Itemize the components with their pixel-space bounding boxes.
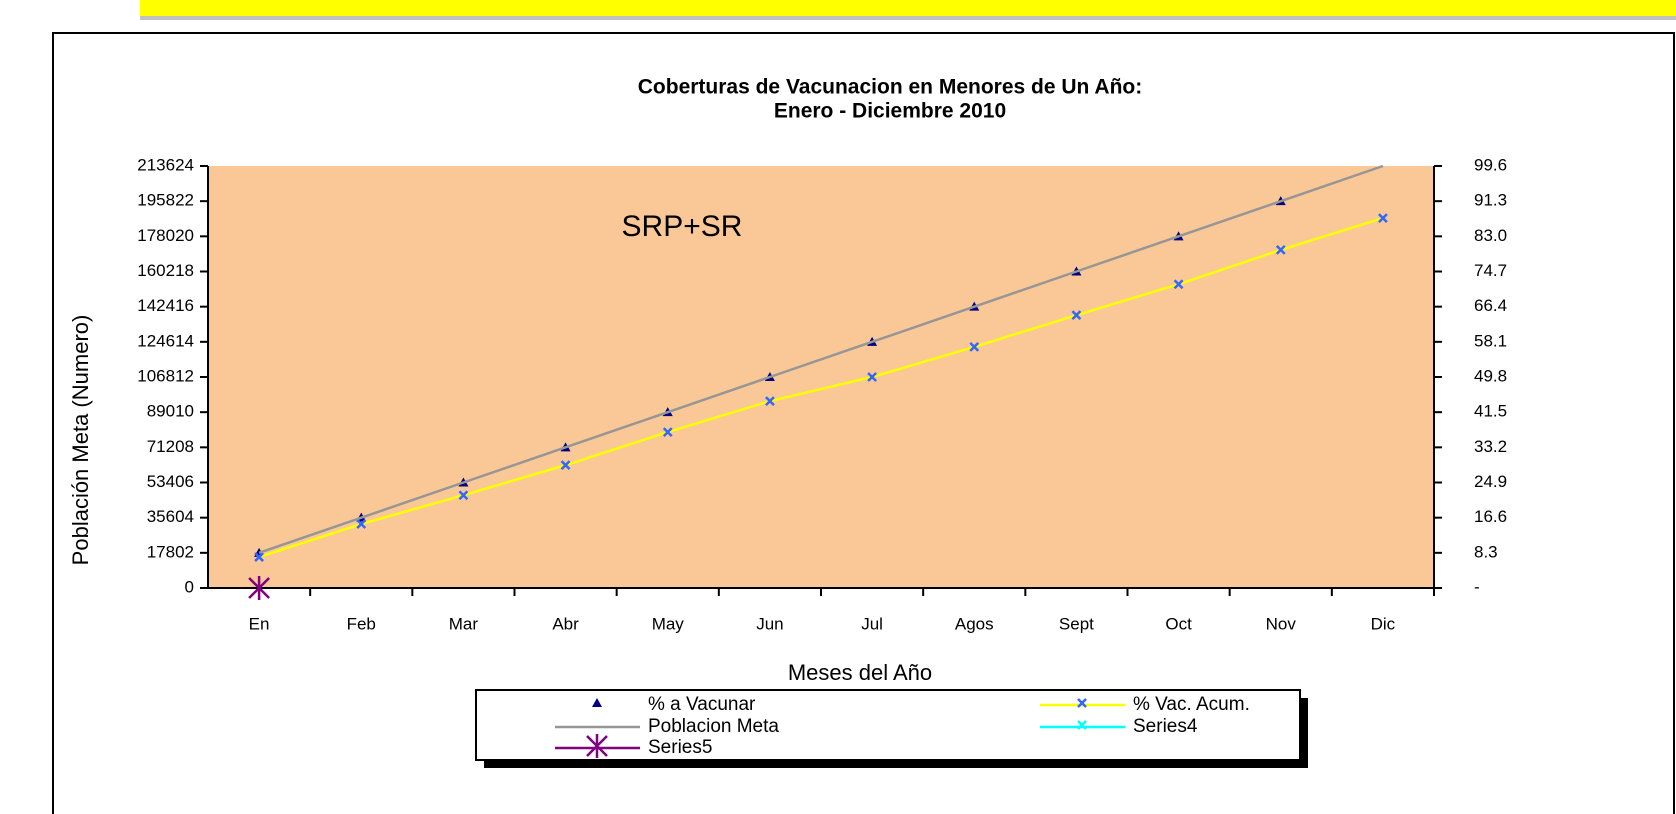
legend-marker	[1077, 698, 1087, 708]
point	[356, 519, 367, 529]
point	[969, 342, 980, 352]
x-tick-label: Agos	[955, 614, 994, 633]
point	[1275, 245, 1286, 255]
top-band-border	[140, 16, 1676, 20]
x-tick-label: En	[249, 614, 270, 633]
y-tick-label: 53406	[147, 472, 194, 491]
y-tick-label: 195822	[137, 191, 194, 210]
annotation: SRP+SR	[622, 210, 743, 243]
legend-label: % a Vacunar	[648, 694, 756, 715]
y-tick-label: 71208	[147, 437, 194, 456]
point	[867, 372, 877, 382]
y2-tick-label: 8.3	[1474, 542, 1498, 561]
y-tick-label: 142416	[137, 296, 194, 315]
y2-tick-label: 91.3	[1474, 191, 1507, 210]
legend-label: % Vac. Acum.	[1133, 694, 1250, 715]
x-axis-label: Meses del Año	[788, 660, 932, 685]
legend-marker	[1077, 720, 1087, 730]
point	[458, 490, 469, 501]
point	[1378, 213, 1388, 223]
legend-marker	[586, 734, 608, 758]
x-tick-label: Mar	[449, 614, 479, 633]
legend-marker	[592, 698, 602, 707]
y2-tick-label: 41.5	[1474, 402, 1507, 421]
y2-tick-label: 16.6	[1474, 507, 1507, 526]
y-tick-label: 17802	[147, 542, 194, 561]
y2-tick-label: -	[1474, 577, 1480, 596]
x-tick-label: Nov	[1266, 614, 1297, 633]
chart-title: Coberturas de Vacunacion en Menores de U…	[638, 76, 1142, 99]
point	[1173, 279, 1184, 290]
chart-frame	[52, 32, 1675, 814]
y2-tick-label: 49.8	[1474, 366, 1507, 385]
y-tick-label: 0	[185, 577, 194, 596]
chart-subtitle: Enero - Diciembre 2010	[774, 100, 1006, 123]
legend-label: Series4	[1133, 716, 1198, 737]
point	[248, 576, 270, 600]
y2-tick-label: 74.7	[1474, 261, 1507, 280]
y-tick-label: 160218	[137, 261, 194, 280]
point	[1071, 310, 1082, 321]
legend-label: Series5	[648, 737, 712, 758]
x-tick-label: Sept	[1059, 614, 1094, 633]
legend-label: Poblacion Meta	[648, 716, 779, 737]
y-tick-label: 124614	[137, 331, 194, 350]
y-tick-label: 35604	[147, 507, 194, 526]
x-tick-label: Feb	[347, 614, 376, 633]
x-tick-label: Dic	[1371, 614, 1396, 633]
plot-area	[208, 166, 1434, 588]
y-tick-label: 213624	[137, 155, 194, 174]
y-tick-label: 178020	[137, 226, 194, 245]
y2-tick-label: 33.2	[1474, 437, 1507, 456]
y-tick-label: 106812	[137, 366, 194, 385]
x-tick-label: Abr	[552, 614, 579, 633]
y2-tick-label: 66.4	[1474, 296, 1507, 315]
x-tick-label: Oct	[1165, 614, 1192, 633]
plot	[200, 165, 1442, 596]
point	[254, 552, 264, 562]
y2-tick-label: 58.1	[1474, 331, 1507, 350]
y2-tick-label: 24.9	[1474, 472, 1507, 491]
y2-tick-label: 83.0	[1474, 226, 1507, 245]
x-tick-label: Jul	[861, 614, 883, 633]
top-band	[140, 0, 1676, 16]
y-axis-label: Población Meta (Numero)	[68, 315, 93, 566]
y2-tick-label: 99.6	[1474, 155, 1507, 174]
point	[662, 427, 673, 437]
x-tick-label: May	[652, 614, 685, 633]
x-tick-label: Jun	[756, 614, 783, 633]
point	[560, 460, 571, 471]
point	[765, 396, 775, 407]
series-line	[258, 164, 1384, 555]
series-line	[258, 216, 1384, 559]
y-tick-label: 89010	[147, 402, 194, 421]
